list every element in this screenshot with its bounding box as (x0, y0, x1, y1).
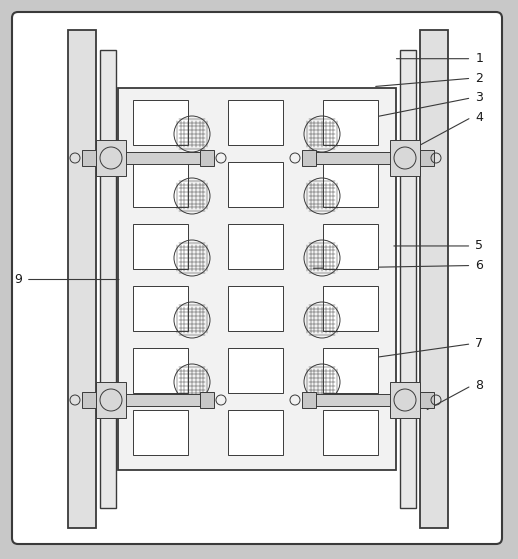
Bar (200, 150, 214, 166)
Bar (323, 100, 378, 145)
Bar (228, 348, 283, 393)
Bar (316, 394, 400, 406)
Bar (228, 100, 283, 145)
Bar (96, 140, 126, 176)
Bar (228, 162, 283, 207)
Text: 8: 8 (476, 379, 483, 392)
Text: 1: 1 (476, 52, 483, 65)
Bar (323, 348, 378, 393)
Text: 4: 4 (476, 111, 483, 124)
Bar (133, 100, 188, 145)
Bar (96, 382, 126, 418)
Text: 3: 3 (476, 91, 483, 105)
Bar (400, 50, 416, 508)
Bar (323, 224, 378, 269)
Bar (323, 286, 378, 331)
Bar (228, 286, 283, 331)
Bar (116, 152, 200, 164)
Bar (302, 150, 316, 166)
Text: 5: 5 (476, 239, 483, 253)
Bar (228, 224, 283, 269)
Bar (82, 392, 96, 408)
Bar (133, 410, 188, 455)
Bar (100, 50, 116, 508)
Bar (133, 224, 188, 269)
Bar (200, 392, 214, 408)
Bar (302, 392, 316, 408)
Bar (68, 30, 96, 528)
Bar (133, 348, 188, 393)
Bar (133, 286, 188, 331)
FancyBboxPatch shape (12, 12, 502, 544)
Bar (323, 410, 378, 455)
Text: 7: 7 (476, 337, 483, 350)
Bar (133, 162, 188, 207)
Bar (420, 30, 448, 528)
Bar (118, 88, 396, 470)
Bar (390, 140, 420, 176)
Text: 9: 9 (14, 273, 22, 286)
Bar (82, 150, 96, 166)
Bar (116, 394, 200, 406)
Bar (316, 152, 400, 164)
Bar (228, 410, 283, 455)
Bar (420, 150, 434, 166)
Text: 6: 6 (476, 259, 483, 272)
Bar (390, 382, 420, 418)
Bar (420, 392, 434, 408)
Text: 2: 2 (476, 72, 483, 85)
Bar (323, 162, 378, 207)
